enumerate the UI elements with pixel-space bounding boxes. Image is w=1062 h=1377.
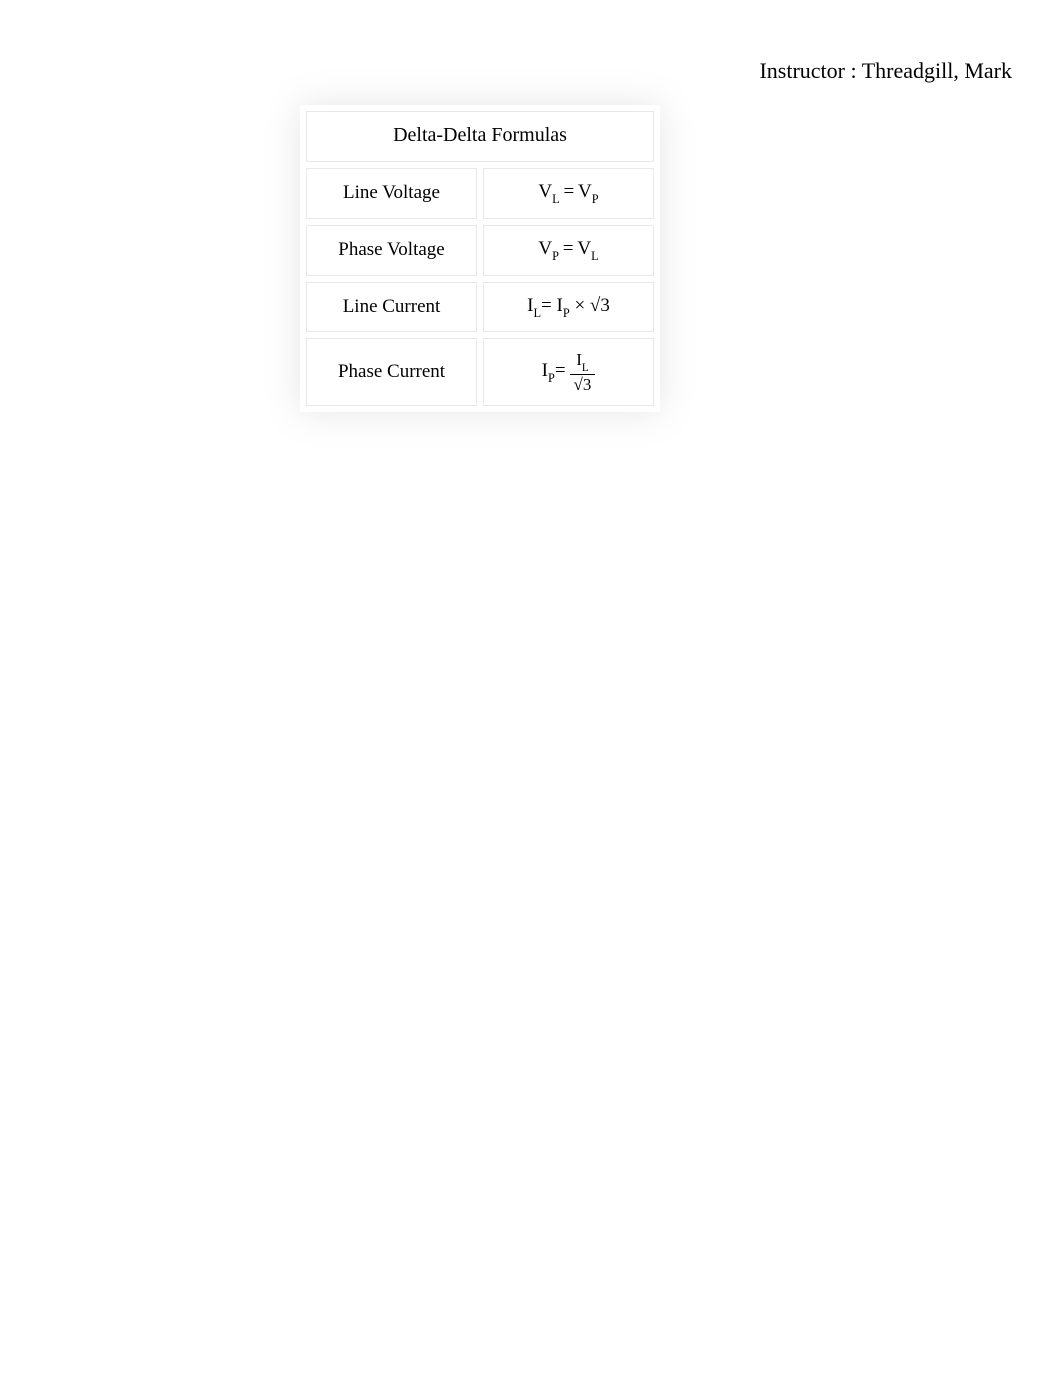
sqrt: √3 — [590, 295, 610, 316]
table-title: Delta-Delta Formulas — [306, 111, 654, 162]
fraction: IL √3 — [570, 351, 596, 392]
formula-label: Phase Current — [306, 338, 477, 405]
formula-label: Line Voltage — [306, 168, 477, 219]
variable: IL — [576, 350, 588, 369]
variable: VP — [578, 181, 599, 202]
formula-label: Phase Voltage — [306, 225, 477, 276]
formula-cell: VL = VP — [483, 168, 654, 219]
instructor-label: Instructor : — [759, 58, 861, 83]
table-row: Line VoltageVL = VP — [306, 168, 654, 219]
variable: VL — [538, 181, 559, 202]
table-row: Line CurrentIL= IP × √3 — [306, 282, 654, 333]
formulas-tbody: Line VoltageVL = VPPhase VoltageVP = VLL… — [306, 168, 654, 406]
variable: IP — [556, 295, 569, 316]
fraction-denominator: √3 — [570, 375, 596, 393]
variable: VP — [538, 238, 559, 259]
instructor-line: Instructor : Threadgill, Mark — [759, 58, 1012, 84]
formulas-table-wrap: Delta-Delta Formulas Line VoltageVL = VP… — [300, 105, 660, 412]
formula-label: Line Current — [306, 282, 477, 333]
instructor-name: Threadgill, Mark — [862, 58, 1012, 83]
formula-cell: VP = VL — [483, 225, 654, 276]
formulas-table: Delta-Delta Formulas Line VoltageVL = VP… — [300, 105, 660, 412]
fraction-numerator: IL — [570, 351, 596, 374]
formula-cell: IL= IP × √3 — [483, 282, 654, 333]
table-row: Phase CurrentIP=IL√3 — [306, 338, 654, 405]
variable: IP — [542, 360, 555, 381]
table-row: Phase VoltageVP = VL — [306, 225, 654, 276]
variable: VL — [577, 238, 598, 259]
variable: IL — [527, 295, 541, 316]
formula-cell: IP=IL√3 — [483, 338, 654, 405]
